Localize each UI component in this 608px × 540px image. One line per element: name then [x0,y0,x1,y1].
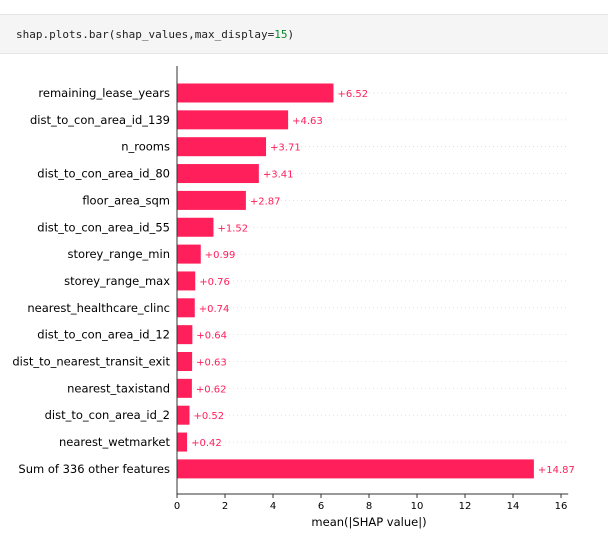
category-label: storey_range_min [67,247,170,261]
category-label: floor_area_sqm [82,193,170,207]
value-label: +0.64 [196,331,227,342]
category-label: nearest_healthcare_clinc [27,301,170,315]
value-label: +3.41 [263,170,294,181]
category-label: dist_to_con_area_id_80 [37,167,170,181]
x-tick-label: 8 [366,501,372,512]
x-tick-label: 16 [555,501,568,512]
bar [177,271,196,291]
value-label: +2.87 [250,196,281,207]
bar [177,164,259,184]
bar [177,298,195,318]
bar [177,137,267,157]
category-label: dist_to_con_area_id_55 [37,220,170,234]
value-label: +0.42 [191,438,222,449]
x-tick-label: 6 [318,501,324,512]
category-label: dist_to_con_area_id_12 [37,328,170,342]
value-label: +0.63 [196,358,227,369]
bar [177,459,534,479]
category-label: Sum of 336 other features [18,462,170,476]
category-label: n_rooms [121,140,170,154]
x-tick-label: 10 [411,501,424,512]
x-tick-label: 2 [222,501,228,512]
category-label: remaining_lease_years [38,86,170,100]
bar [177,190,246,210]
value-label: +4.63 [292,116,323,127]
bar [177,378,192,398]
bar [177,110,289,130]
category-label: storey_range_max [64,274,170,288]
bar [177,325,193,345]
x-tick-label: 0 [174,501,180,512]
value-label: +6.52 [337,89,368,100]
x-axis-label: mean(|SHAP value|) [311,515,426,529]
code-cell[interactable]: shap.plots.bar(shap_values,max_display=1… [0,14,608,54]
x-tick-label: 14 [507,501,520,512]
category-label: dist_to_con_area_id_2 [45,408,170,422]
bar [177,352,193,371]
category-label: nearest_wetmarket [59,435,171,449]
bar [177,432,188,452]
bar [177,217,214,237]
category-label: nearest_taxistand [67,381,170,395]
code-arg: 15 [274,28,288,41]
category-label: dist_to_nearest_transit_exit [12,355,170,369]
bar [177,405,190,425]
bar [177,244,201,264]
value-label: +14.87 [538,465,575,476]
bar [177,83,334,103]
value-label: +1.52 [217,223,248,234]
value-label: +0.99 [205,250,236,261]
value-label: +0.52 [193,411,224,422]
value-label: +0.76 [199,277,230,288]
category-label: dist_to_con_area_id_139 [30,113,170,127]
x-tick-label: 4 [270,501,276,512]
shap-bar-chart: remaining_lease_years +6.52 dist_to_con_ar… [12,66,575,529]
value-label: +0.74 [199,304,230,315]
x-tick-label: 12 [459,501,472,512]
value-label: +3.71 [270,143,301,154]
code-prefix: shap.plots.bar(shap_values,max_display= [16,28,275,41]
value-label: +0.62 [196,384,227,395]
code-suffix: ) [287,28,295,41]
